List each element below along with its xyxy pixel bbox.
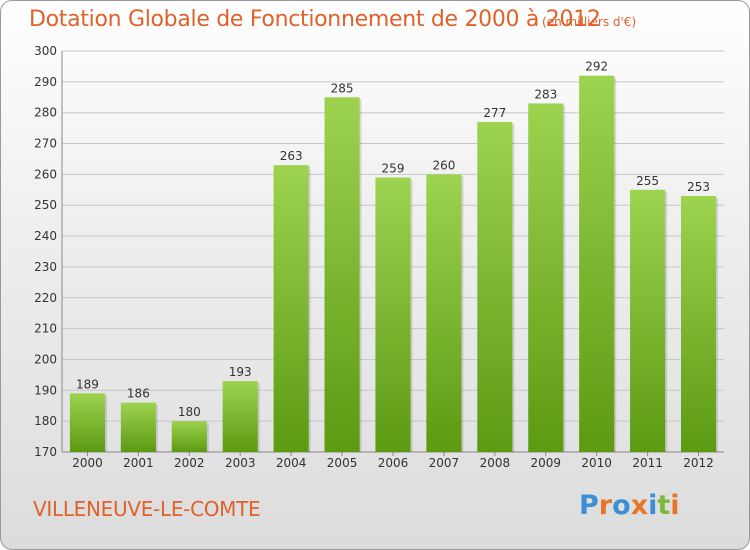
x-tick-label: 2010 — [581, 456, 612, 470]
logo-letter: r — [598, 490, 613, 521]
logo-letter: P — [579, 490, 599, 521]
bar — [273, 165, 309, 452]
data-label: 260 — [432, 158, 455, 172]
bar — [477, 121, 513, 452]
bar — [680, 195, 717, 452]
logo-letter: o — [612, 490, 631, 521]
chart-title: Dotation Globale de Fonctionnement de 20… — [29, 7, 601, 32]
y-tick-label: 180 — [34, 414, 57, 428]
proxiti-logo: Proxiti — [579, 490, 680, 521]
y-tick-label: 270 — [34, 137, 57, 151]
y-tick-label: 230 — [34, 260, 57, 274]
y-tick-label: 240 — [34, 229, 57, 243]
labels: 170 180 190 200 210 220 230 240 250 260 270 280 290 3… — [34, 44, 714, 470]
x-tick-label: 2001 — [123, 456, 154, 470]
x-tick-label: 2000 — [72, 456, 103, 470]
logo-letter: x — [630, 490, 649, 521]
data-label: 180 — [178, 405, 201, 419]
y-tick-label: 190 — [34, 383, 57, 397]
data-label: 277 — [483, 106, 506, 120]
x-tick-label: 2007 — [429, 456, 460, 470]
bars — [69, 75, 719, 453]
y-tick-label: 200 — [34, 352, 57, 366]
commune-name: VILLENEUVE-LE-COMTE — [33, 497, 261, 521]
data-label: 253 — [687, 180, 710, 194]
logo-letter: t — [657, 490, 671, 521]
logo-letter: i — [648, 490, 658, 521]
bar — [120, 402, 156, 452]
y-tick-label: 170 — [34, 445, 57, 459]
y-tick-label: 260 — [34, 167, 57, 181]
data-label: 186 — [127, 387, 150, 401]
x-tick-label: 2012 — [683, 456, 714, 470]
bar — [69, 393, 106, 452]
x-tick-label: 2005 — [327, 456, 358, 470]
logo-letter: i — [670, 490, 680, 521]
bar — [324, 97, 360, 453]
data-label: 263 — [280, 149, 303, 163]
bar — [528, 103, 564, 452]
y-tick-label: 290 — [34, 75, 57, 89]
data-label: 193 — [229, 365, 252, 379]
y-tick-label: 220 — [34, 291, 57, 305]
bar — [222, 381, 258, 452]
bar — [630, 189, 666, 453]
x-tick-label: 2006 — [378, 456, 409, 470]
bar — [375, 177, 411, 452]
data-label: 292 — [585, 60, 608, 74]
x-tick-label: 2002 — [174, 456, 205, 470]
data-label: 285 — [331, 81, 354, 95]
x-tick-label: 2011 — [632, 456, 663, 470]
x-tick-label: 2009 — [530, 456, 561, 470]
data-label: 283 — [534, 87, 557, 101]
y-tick-label: 250 — [34, 198, 57, 212]
bar — [579, 75, 615, 452]
x-tick-label: 2008 — [480, 456, 511, 470]
y-tick-label: 210 — [34, 322, 57, 336]
y-tick-label: 300 — [34, 44, 57, 58]
unit-note: (en milliers d'€) — [542, 15, 637, 29]
bar — [426, 174, 462, 452]
bar — [171, 421, 207, 452]
y-tick-label: 280 — [34, 106, 57, 120]
x-tick-label: 2004 — [276, 456, 307, 470]
x-tick-label: 2003 — [225, 456, 256, 470]
data-label: 255 — [636, 174, 659, 188]
data-label: 259 — [382, 161, 405, 175]
data-label: 189 — [76, 377, 99, 391]
